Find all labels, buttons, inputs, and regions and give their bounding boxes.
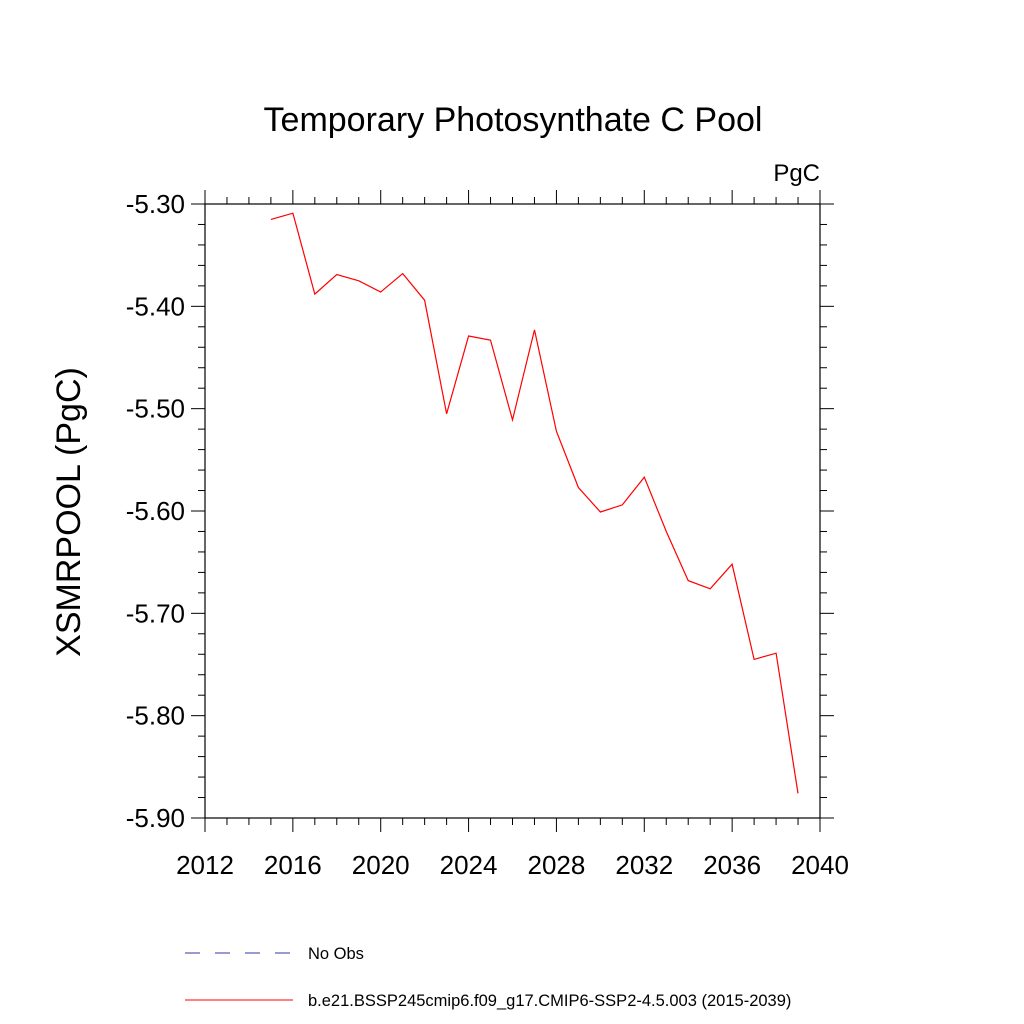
x-tick-labels: 2012 2016 2020 2024 2028 2032 2036 2040 bbox=[176, 850, 849, 880]
x-tick-label: 2032 bbox=[615, 850, 673, 880]
y-tick-label: -5.40 bbox=[126, 291, 185, 321]
y-tick-label: -5.30 bbox=[126, 189, 185, 219]
x-tick-label: 2024 bbox=[440, 850, 498, 880]
legend-label: b.e21.BSSP245cmip6.f09_g17.CMIP6-SSP2-4.… bbox=[308, 992, 791, 1010]
chart-title: Temporary Photosynthate C Pool bbox=[264, 101, 763, 139]
series-group bbox=[270, 212, 799, 794]
y-tick-label: -5.50 bbox=[126, 394, 185, 424]
x-tick-label: 2012 bbox=[176, 850, 234, 880]
y-tick-label: -5.90 bbox=[126, 803, 185, 833]
x-tick-label: 2016 bbox=[264, 850, 322, 880]
x-tick-label: 2028 bbox=[528, 850, 586, 880]
y-tick-label: -5.80 bbox=[126, 701, 185, 731]
y-tick-labels: -5.30 -5.40 -5.50 -5.60 -5.70 -5.80 -5.90 bbox=[126, 189, 185, 833]
y-axis-label: XSMRPOOL (PgC) bbox=[50, 367, 88, 657]
plot-area bbox=[204, 203, 821, 819]
legend: No Obs b.e21.BSSP245cmip6.f09_g17.CMIP6-S… bbox=[185, 945, 791, 1010]
x-tick-label: 2020 bbox=[352, 850, 410, 880]
legend-label: No Obs bbox=[308, 945, 364, 963]
x-tick-label: 2036 bbox=[703, 850, 761, 880]
units-label: PgC bbox=[773, 160, 820, 187]
y-tick-label: -5.60 bbox=[126, 496, 185, 526]
axis-ticks bbox=[191, 190, 834, 832]
y-tick-label: -5.70 bbox=[126, 598, 185, 628]
x-tick-label: 2040 bbox=[791, 850, 849, 880]
series-line bbox=[270, 212, 799, 794]
